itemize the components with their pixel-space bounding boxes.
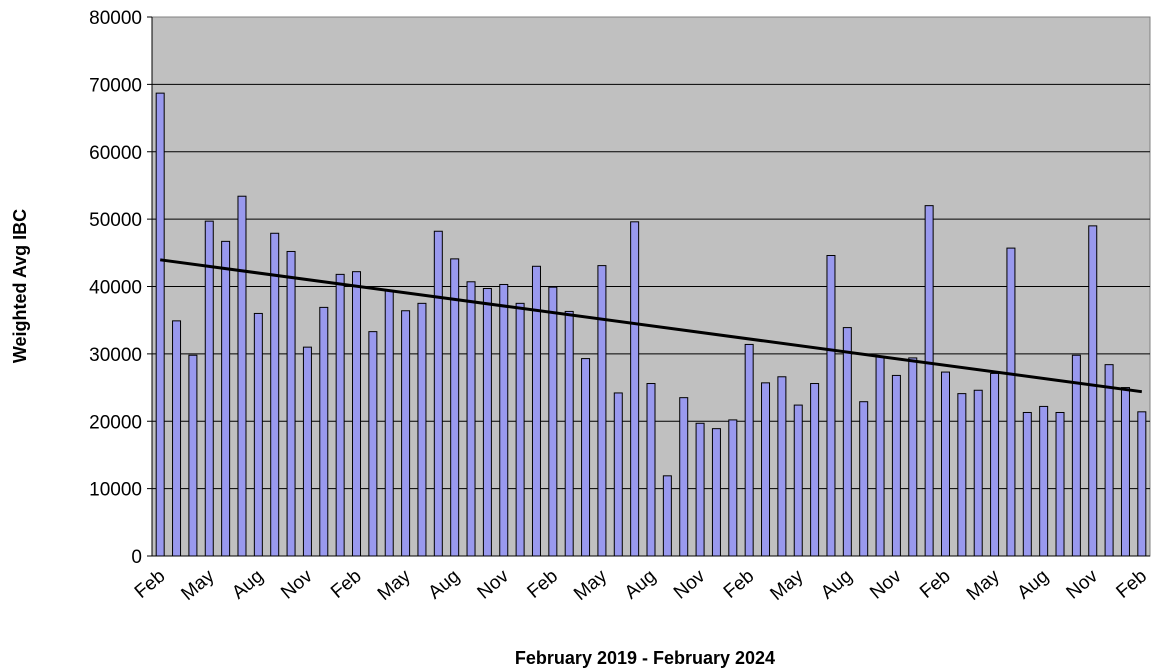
bar bbox=[155, 92, 165, 557]
x-tick-label: Aug bbox=[817, 566, 856, 604]
bar bbox=[662, 475, 672, 557]
bar bbox=[728, 419, 738, 557]
bar bbox=[679, 397, 689, 557]
bar bbox=[908, 357, 918, 557]
bar bbox=[630, 221, 640, 557]
bar bbox=[761, 382, 771, 557]
bar bbox=[940, 371, 950, 557]
x-tick-label: Aug bbox=[228, 566, 267, 604]
bar bbox=[842, 327, 852, 557]
bar bbox=[973, 389, 983, 557]
bar bbox=[335, 273, 345, 557]
bar bbox=[401, 310, 411, 557]
x-tick-label: Aug bbox=[621, 566, 660, 604]
x-tick-label: May bbox=[374, 565, 415, 604]
bar bbox=[302, 346, 312, 557]
x-tick-label: Nov bbox=[670, 565, 710, 603]
x-tick-label: Feb bbox=[916, 566, 955, 603]
bar bbox=[352, 271, 362, 557]
bar bbox=[1120, 387, 1130, 557]
x-tick-label: Feb bbox=[327, 566, 366, 603]
x-tick-label: Aug bbox=[424, 566, 463, 604]
bar bbox=[1006, 247, 1016, 557]
bar bbox=[1039, 405, 1049, 557]
bar bbox=[384, 290, 394, 557]
bar bbox=[286, 250, 296, 557]
bar bbox=[204, 220, 214, 557]
y-tick-label: 80000 bbox=[89, 8, 142, 29]
x-tick-label: May bbox=[177, 565, 218, 604]
bar bbox=[826, 255, 836, 557]
x-tick-label: Feb bbox=[720, 566, 759, 603]
bar bbox=[581, 358, 591, 557]
bar bbox=[1071, 354, 1081, 557]
bar bbox=[515, 302, 525, 557]
bar bbox=[1137, 411, 1147, 557]
y-tick-label: 40000 bbox=[89, 278, 142, 299]
bar bbox=[793, 404, 803, 557]
bar bbox=[957, 393, 967, 557]
x-tick-label: Aug bbox=[1013, 566, 1052, 604]
x-tick-label: Feb bbox=[131, 566, 170, 603]
bar bbox=[237, 195, 247, 557]
x-tick-label: May bbox=[963, 565, 1004, 604]
bar bbox=[1022, 411, 1032, 557]
bar bbox=[319, 306, 329, 557]
bar bbox=[548, 286, 558, 557]
bar bbox=[1088, 225, 1098, 557]
y-axis-label: Weighted Avg IBC bbox=[10, 209, 30, 363]
bar bbox=[531, 265, 541, 557]
bar bbox=[891, 374, 901, 557]
x-tick-label: May bbox=[570, 565, 611, 604]
bar bbox=[744, 343, 754, 557]
bar bbox=[990, 372, 1000, 557]
bar bbox=[221, 240, 231, 557]
x-tick-label: Nov bbox=[474, 565, 514, 603]
bar bbox=[499, 283, 509, 557]
bar bbox=[695, 422, 705, 557]
bar bbox=[270, 232, 280, 557]
y-tick-label: 0 bbox=[131, 547, 142, 568]
x-tick-label: Nov bbox=[866, 565, 906, 603]
bar bbox=[466, 281, 476, 557]
bar bbox=[482, 288, 492, 557]
bar bbox=[1055, 411, 1065, 557]
bar bbox=[253, 312, 263, 557]
bar bbox=[433, 230, 443, 557]
bar bbox=[1104, 364, 1114, 557]
y-tick-label: 70000 bbox=[89, 75, 142, 96]
y-tick-label: 60000 bbox=[89, 143, 142, 164]
bar bbox=[924, 205, 934, 557]
y-tick-label: 10000 bbox=[89, 480, 142, 501]
bar bbox=[711, 428, 721, 557]
bar bbox=[646, 383, 656, 557]
bar bbox=[564, 310, 574, 557]
x-tick-label: Nov bbox=[1063, 565, 1103, 603]
bar bbox=[613, 392, 623, 557]
x-tick-label: Nov bbox=[277, 565, 317, 603]
bar bbox=[859, 401, 869, 557]
bar bbox=[777, 376, 787, 557]
x-tick-label: Feb bbox=[523, 566, 562, 603]
y-tick-label: 30000 bbox=[89, 345, 142, 366]
bar bbox=[188, 354, 198, 557]
bar bbox=[450, 258, 460, 557]
bar bbox=[417, 302, 427, 557]
bar bbox=[172, 320, 182, 557]
bar bbox=[875, 356, 885, 557]
x-tick-label: May bbox=[766, 565, 807, 604]
bar bbox=[597, 265, 607, 557]
bar bbox=[810, 383, 820, 557]
x-axis-label: February 2019 - February 2024 bbox=[515, 648, 775, 668]
y-tick-label: 20000 bbox=[89, 412, 142, 433]
x-tick-label: Feb bbox=[1112, 566, 1151, 603]
y-tick-label: 50000 bbox=[89, 210, 142, 231]
trend-line bbox=[159, 258, 1143, 394]
bar bbox=[368, 331, 378, 557]
